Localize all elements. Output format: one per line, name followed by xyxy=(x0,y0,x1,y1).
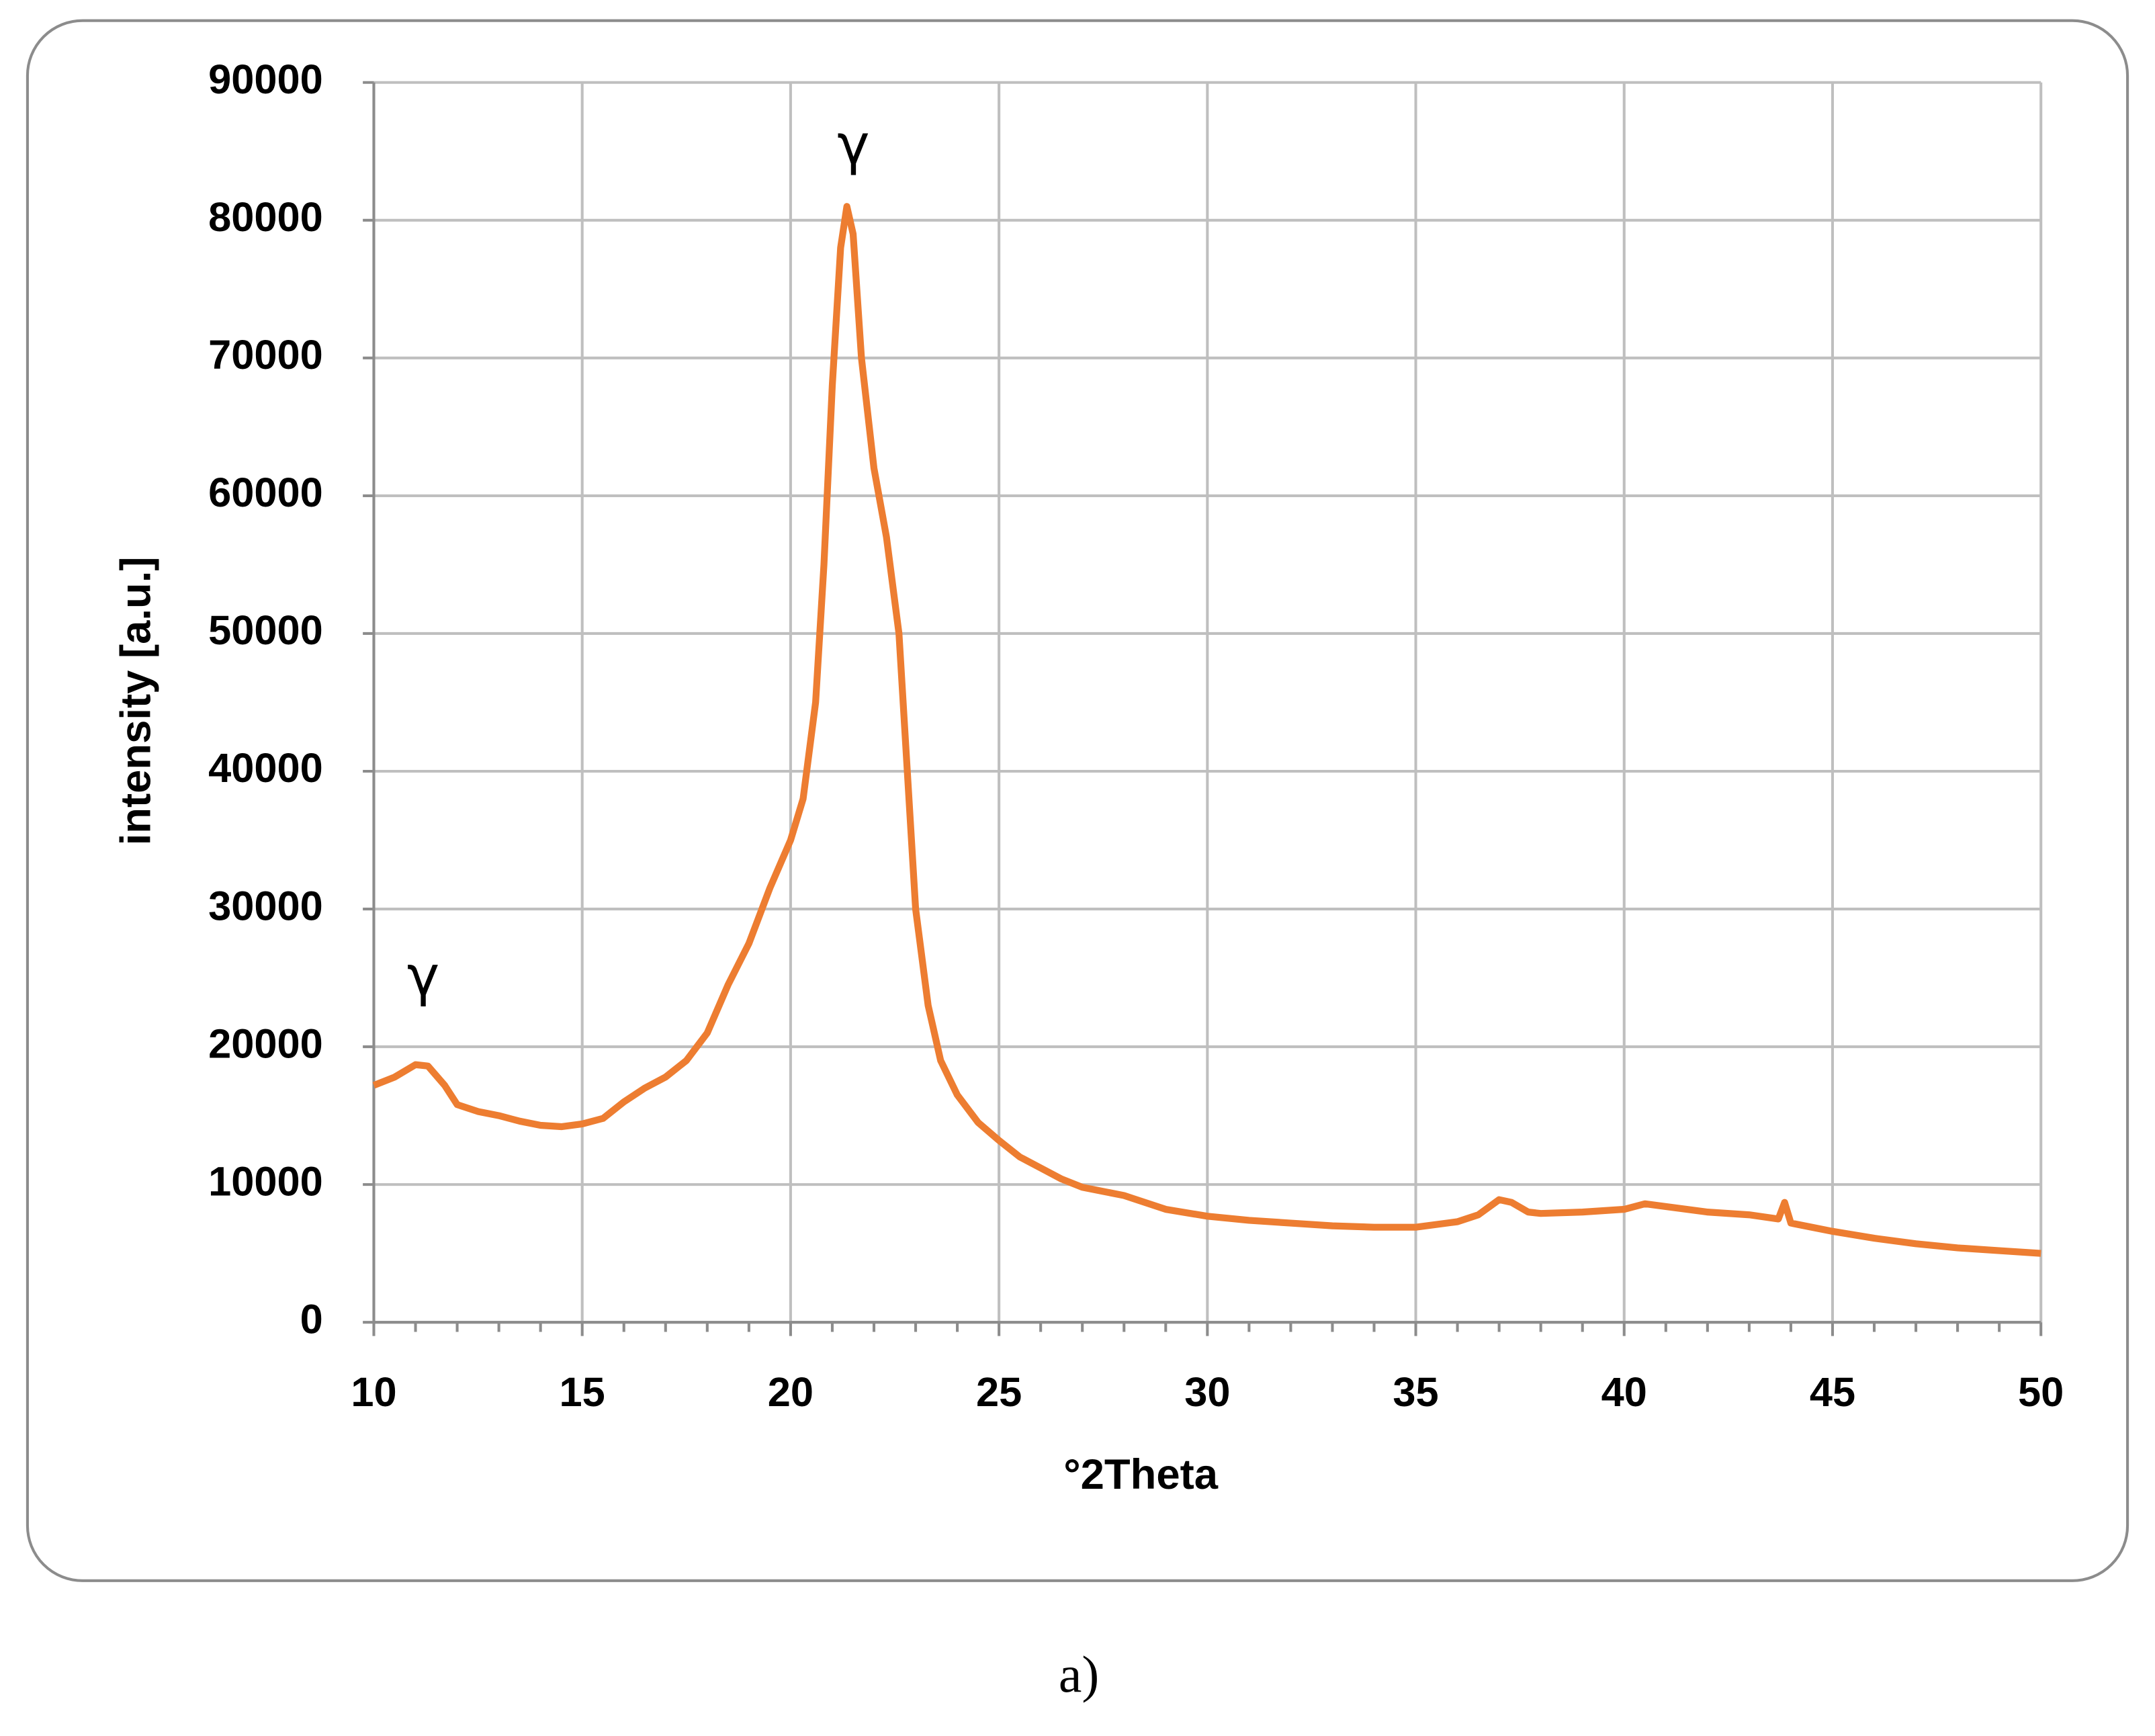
x-tick-label: 45 xyxy=(1810,1369,1855,1416)
x-tick-label: 50 xyxy=(2018,1369,2064,1416)
annotation: γ xyxy=(837,113,869,177)
annotation: γ xyxy=(407,945,439,1008)
y-axis-title: intensity [a.u.] xyxy=(112,557,159,846)
y-tick-label: 90000 xyxy=(208,56,323,103)
y-tick-label: 70000 xyxy=(208,332,323,378)
data-line xyxy=(372,203,2041,1257)
x-tick-label: 40 xyxy=(1601,1369,1647,1416)
y-tick-label: 10000 xyxy=(208,1158,323,1205)
y-tick-label: 60000 xyxy=(208,470,323,516)
x-tick-label: 15 xyxy=(560,1369,605,1416)
x-tick-label: 30 xyxy=(1184,1369,1230,1416)
y-tick-label: 30000 xyxy=(208,883,323,929)
caption: a) xyxy=(1059,1645,1099,1703)
x-tick-label: 35 xyxy=(1393,1369,1438,1416)
x-tick-label: 20 xyxy=(768,1369,813,1416)
y-tick-label: 80000 xyxy=(208,194,323,241)
x-axis-title: °2Theta xyxy=(1063,1451,1218,1498)
y-tick-label: 20000 xyxy=(208,1021,323,1067)
y-tick-label: 40000 xyxy=(208,745,323,791)
y-tick-label: 50000 xyxy=(208,607,323,654)
x-tick-label: 25 xyxy=(976,1369,1022,1416)
x-tick-label: 10 xyxy=(351,1369,396,1416)
y-tick-label: 0 xyxy=(300,1296,323,1342)
chart-frame xyxy=(26,19,2129,1582)
